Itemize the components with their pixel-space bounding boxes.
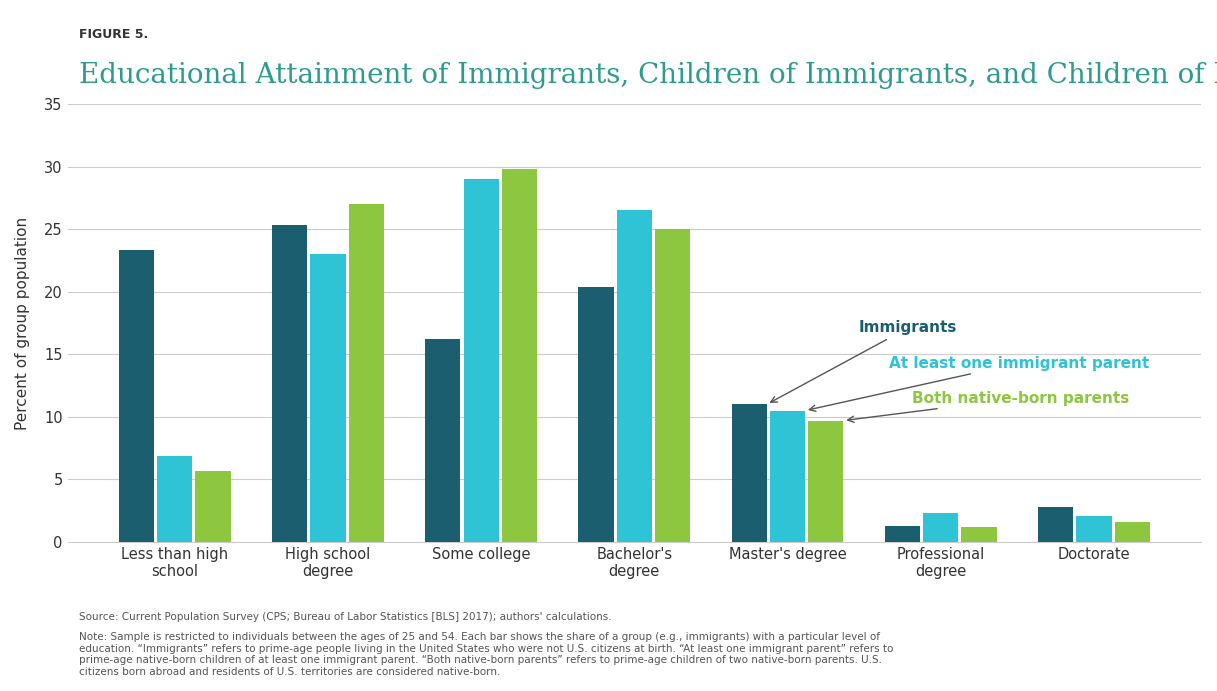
Bar [1076,515,1111,542]
Text: Both native-born parents: Both native-born parents [848,390,1129,422]
Bar [885,526,920,542]
Bar [273,225,307,542]
Bar [655,229,690,542]
Bar [578,287,613,542]
Bar [119,250,155,542]
Bar [501,169,537,542]
Bar [617,210,652,542]
Bar [808,421,843,542]
Bar [961,527,997,542]
Text: At least one immigrant parent: At least one immigrant parent [809,356,1150,411]
Bar [348,204,383,542]
Bar [1115,522,1150,542]
Bar [157,455,192,542]
Bar [464,179,499,542]
Text: Note: Sample is restricted to individuals between the ages of 25 and 54. Each ba: Note: Sample is restricted to individual… [79,632,893,677]
Text: Immigrants: Immigrants [770,321,957,402]
Y-axis label: Percent of group population: Percent of group population [15,216,30,430]
Bar [770,410,806,542]
Text: FIGURE 5.: FIGURE 5. [79,28,148,41]
Bar [425,339,460,542]
Bar [731,404,767,542]
Bar [922,513,958,542]
Bar [196,471,231,542]
Bar [310,254,346,542]
Bar [1038,507,1073,542]
Text: Educational Attainment of Immigrants, Children of Immigrants, and Children of Na: Educational Attainment of Immigrants, Ch… [79,62,1217,89]
Text: Source: Current Population Survey (CPS; Bureau of Labor Statistics [BLS] 2017); : Source: Current Population Survey (CPS; … [79,612,612,621]
